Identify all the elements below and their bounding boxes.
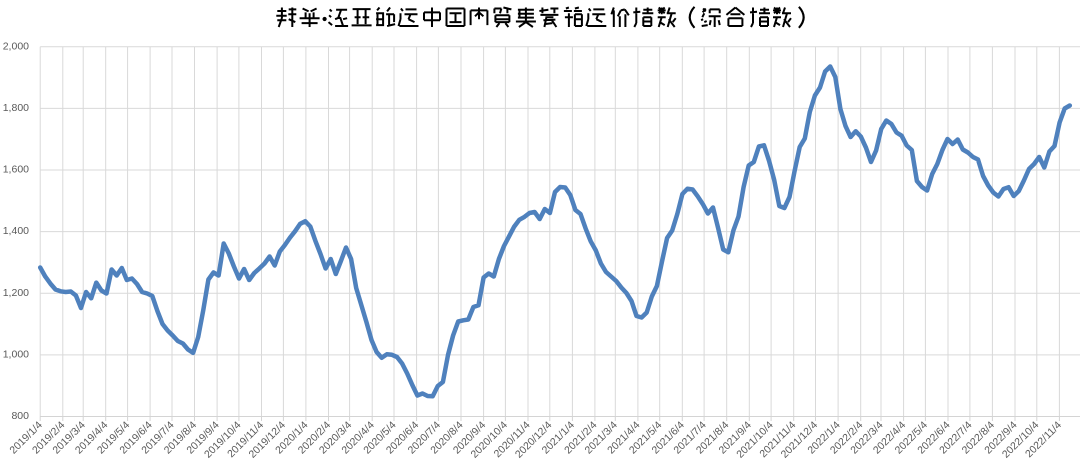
svg-text:1,600: 1,600: [3, 164, 29, 176]
svg-text:1,000: 1,000: [3, 349, 29, 361]
svg-text:1,200: 1,200: [3, 287, 29, 299]
svg-text:1,800: 1,800: [3, 102, 29, 114]
svg-text:800: 800: [11, 410, 29, 422]
svg-text:2,000: 2,000: [3, 40, 29, 52]
svg-text:1,400: 1,400: [3, 225, 29, 237]
